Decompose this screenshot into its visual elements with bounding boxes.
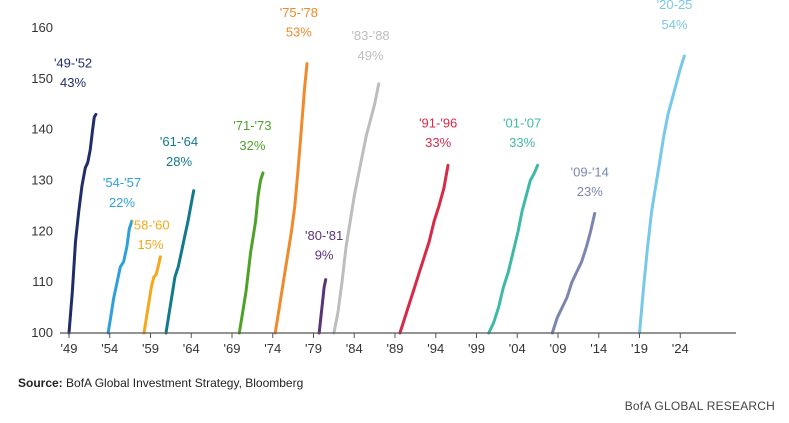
series-labels: '49-'52 43% '54-'57 22% '58-'60 15% '61-'64 28%…: [54, 0, 692, 262]
x-axis: '49 '54 '59 '64 '69 '74 '79 '84 '89 '94 '99 '04 '09 '…: [61, 333, 689, 356]
series-line: [550, 212, 597, 335]
series-pct-label: 22%: [109, 195, 135, 210]
series-line: [237, 171, 265, 335]
series-period-label: '54-'57: [103, 175, 141, 190]
series-line: [398, 163, 450, 335]
y-tick-label: 160: [31, 20, 53, 35]
series-period-label: '58-'60: [131, 217, 169, 232]
x-tick-label: '49: [61, 341, 78, 356]
series-lines: [67, 54, 686, 335]
y-axis: 100 110 120 130 140 150 160: [31, 20, 53, 340]
y-tick-label: 100: [31, 325, 53, 340]
series-pct-label: 32%: [239, 138, 265, 153]
series-line: [67, 112, 98, 335]
series-period-label: '09-'14: [571, 164, 609, 179]
series-pct-label: 33%: [509, 135, 535, 150]
series-pct-label: 23%: [577, 184, 603, 199]
x-tick-label: '09: [550, 341, 567, 356]
series-period-label: '80-'81: [305, 228, 343, 243]
x-tick-label: '14: [590, 341, 607, 356]
series-line: [317, 278, 328, 335]
x-tick-label: '59: [142, 341, 159, 356]
series-line: [106, 219, 134, 335]
series-line: [164, 189, 196, 335]
series-line: [332, 82, 381, 335]
series-pct-label: 33%: [425, 135, 451, 150]
x-tick-label: '64: [183, 341, 200, 356]
series-period-label: '91-'96: [419, 116, 457, 131]
series-period-label: '71-'73: [233, 118, 271, 133]
y-tick-label: 140: [31, 122, 53, 137]
x-tick-label: '94: [427, 341, 444, 356]
y-tick-label: 130: [31, 173, 53, 188]
x-tick-label: '04: [509, 341, 526, 356]
series-pct-label: 53%: [286, 25, 312, 40]
series-line: [142, 255, 162, 335]
source-text: BofA Global Investment Strategy, Bloombe…: [66, 376, 304, 390]
x-tick-label: '99: [468, 341, 485, 356]
series-pct-label: 9%: [315, 247, 334, 262]
source-note: Source: BofA Global Investment Strategy,…: [18, 376, 303, 390]
series-period-label: '01-'07: [503, 116, 541, 131]
series-line: [638, 54, 686, 335]
series-period-label: '75-'78: [280, 5, 318, 20]
series-period-label: '83-'88: [351, 28, 389, 43]
series-pct-label: 43%: [60, 75, 86, 90]
x-tick-label: '79: [305, 341, 322, 356]
y-tick-label: 120: [31, 223, 53, 238]
x-tick-label: '89: [387, 341, 404, 356]
series-period-label: '61-'64: [160, 134, 198, 149]
series-period-label: '20-25: [657, 0, 693, 12]
series-pct-label: 49%: [358, 48, 384, 63]
x-tick-label: '69: [224, 341, 241, 356]
y-tick-label: 110: [32, 274, 53, 289]
x-tick-label: '19: [631, 341, 648, 356]
source-label: Source:: [18, 376, 63, 390]
y-tick-label: 150: [31, 71, 53, 86]
series-pct-label: 28%: [166, 154, 192, 169]
series-line: [273, 62, 309, 335]
footer-brand: BofA GLOBAL RESEARCH: [624, 399, 775, 413]
x-tick-label: '74: [264, 341, 281, 356]
x-tick-label: '24: [672, 341, 689, 356]
x-tick-label: '54: [101, 341, 118, 356]
x-tick-label: '84: [346, 341, 363, 356]
series-period-label: '49-'52: [54, 56, 92, 71]
series-line: [487, 163, 540, 335]
series-pct-label: 54%: [662, 17, 688, 32]
series-pct-label: 15%: [137, 237, 163, 252]
